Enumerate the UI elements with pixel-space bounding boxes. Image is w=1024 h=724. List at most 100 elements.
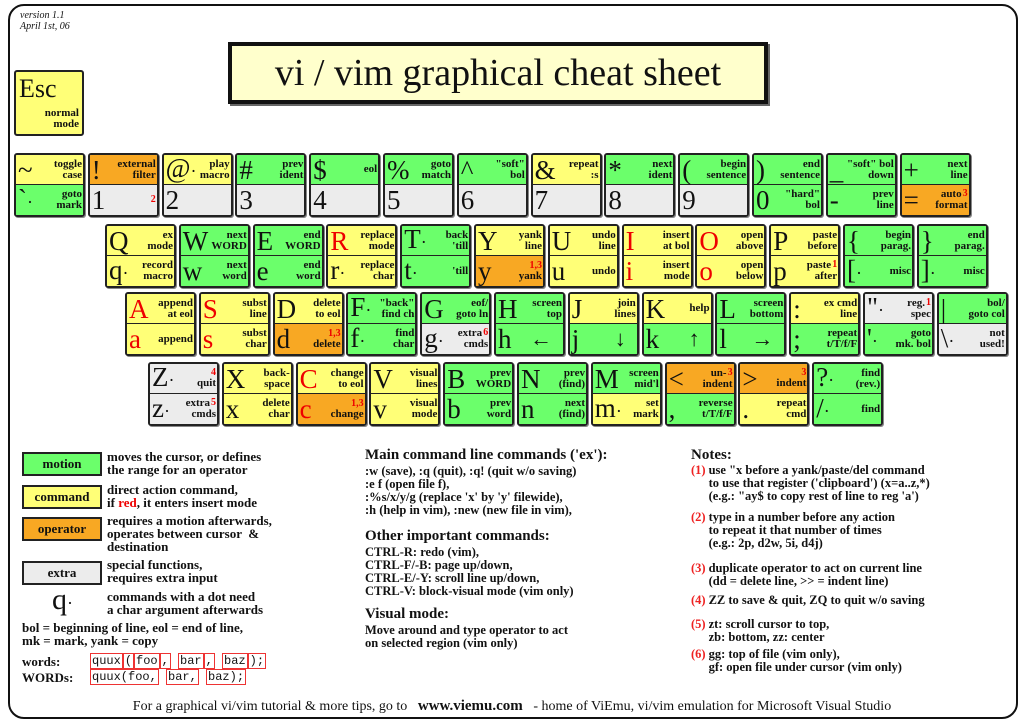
key-bottom-half[interactable]: p paste1 after xyxy=(771,256,839,286)
key-bottom-half[interactable]: 0 "hard" bol xyxy=(754,185,821,215)
key-top-half[interactable]: {begin parag. xyxy=(845,226,912,256)
key-"[interactable]: "· reg.1 spec '· goto mk. bol xyxy=(863,292,934,356)
key-bottom-half[interactable]: c 1,3 change xyxy=(297,394,365,424)
key-top-half[interactable]: % goto match xyxy=(385,155,452,185)
key-bottom-half[interactable]: `· goto mark xyxy=(16,185,83,215)
key-top-half[interactable]: } end parag. xyxy=(918,226,986,256)
key-top-half[interactable]: < un-3 indent xyxy=(666,364,734,394)
key-bottom-half[interactable]: 9 xyxy=(680,185,748,215)
key-bottom-half[interactable]: j ↓ xyxy=(569,324,637,354)
key-*[interactable]: * next ident 8 xyxy=(604,153,676,217)
key-bottom-half[interactable]: r· replace char xyxy=(328,256,396,286)
key-bottom-half[interactable]: , reverse t/T/f/F xyxy=(666,394,734,424)
key-+[interactable]: + next line = auto3 format xyxy=(899,153,971,217)
key-%[interactable]: % goto match 5 xyxy=(383,153,454,217)
key-}[interactable]: } end parag.]· misc xyxy=(916,224,988,288)
key-bottom-half[interactable]: /· find xyxy=(814,394,882,424)
key-T[interactable]: T· back'till t·'till xyxy=(400,224,472,288)
key-top-half[interactable]: ! external filter xyxy=(89,155,157,185)
key-&[interactable]: & repeat:s 7 xyxy=(530,153,602,217)
key-bottom-half[interactable]: z· extra5 cmds xyxy=(150,394,217,424)
key-bottom-half[interactable]: ]· misc xyxy=(918,256,986,286)
key-bottom-half[interactable]: 2 xyxy=(163,185,231,215)
key-bottom-half[interactable]: k ↑ xyxy=(643,324,711,354)
key-bottom-half[interactable]: l → xyxy=(717,324,785,354)
key-bottom-half[interactable]: 5 xyxy=(385,185,452,215)
key-bottom-half[interactable]: t· 'till xyxy=(402,256,470,286)
key-bottom-half[interactable]: f· find char xyxy=(348,324,416,354)
key-bottom-half[interactable]: e end word xyxy=(254,256,322,286)
key-|[interactable]: | bol/goto col \· not used! xyxy=(936,292,1008,356)
key-bottom-half[interactable]: v visual mode xyxy=(371,394,439,424)
key-bottom-half[interactable]: 3 xyxy=(237,185,305,215)
key-top-half[interactable]: >3 indent xyxy=(740,364,808,394)
key-bottom-half[interactable]: [· misc xyxy=(845,256,912,286)
key-bottom-half[interactable]: ; repeat t/T/f/F xyxy=(791,324,859,354)
key-bottom-half[interactable]: s subst char xyxy=(200,324,268,354)
key-top-half[interactable]: @· play macro xyxy=(163,155,231,185)
key-top-half[interactable]: ~ toggle case xyxy=(16,155,83,185)
key-bottom-half[interactable]: = auto3 format xyxy=(901,185,969,215)
key-top-half[interactable]: ^ "soft" bol xyxy=(458,155,526,185)
key-bottom-half[interactable]: u undo xyxy=(549,256,617,286)
key-top-half[interactable]: (begin sentence xyxy=(680,155,748,185)
key-![interactable]: ! external filter 1 2 xyxy=(87,153,159,217)
key-top-half[interactable]: $ eol xyxy=(311,155,379,185)
key-bottom-half[interactable]: x delete char xyxy=(223,394,291,424)
key-bottom-half[interactable]: d 1,3 delete xyxy=(274,324,342,354)
key-top-half[interactable]: * next ident xyxy=(606,155,674,185)
key-bottom-half[interactable]: g· extra6 cmds xyxy=(422,324,490,354)
key-top-half[interactable]: + next line xyxy=(901,155,969,185)
key-?[interactable]: ?· find (rev.)/· find xyxy=(812,362,884,426)
key-top-half[interactable]: "· reg.1 spec xyxy=(865,294,932,324)
key-top-half[interactable]: F· "back" find ch xyxy=(348,294,416,324)
key-$[interactable]: $ eol 4 xyxy=(309,153,381,217)
key-bottom-half[interactable]: 6 xyxy=(458,185,526,215)
key-F[interactable]: F· "back" find ch f· find char xyxy=(346,292,418,356)
key-:[interactable]: : ex cmd line; repeat t/T/f/F xyxy=(789,292,861,356)
key-)[interactable]: ) end sentence 0 "hard" bol xyxy=(752,153,823,217)
key-bottom-half[interactable]: o open below xyxy=(697,256,765,286)
key-bottom-half[interactable]: m· set mark xyxy=(592,394,660,424)
key-bottom-half[interactable]: 8 xyxy=(606,185,674,215)
key-top-half[interactable]: ?· find (rev.) xyxy=(814,364,882,394)
key-top-half[interactable]: _ "soft" bol down xyxy=(827,155,895,185)
key-#[interactable]: # prev ident 3 xyxy=(235,153,307,217)
key-top-half[interactable]: & repeat:s xyxy=(532,155,600,185)
key-top-half[interactable]: Z· 4 quit xyxy=(150,364,217,394)
key-bottom-half[interactable]: w next word xyxy=(180,256,248,286)
key-([interactable]: (begin sentence 9 xyxy=(678,153,750,217)
